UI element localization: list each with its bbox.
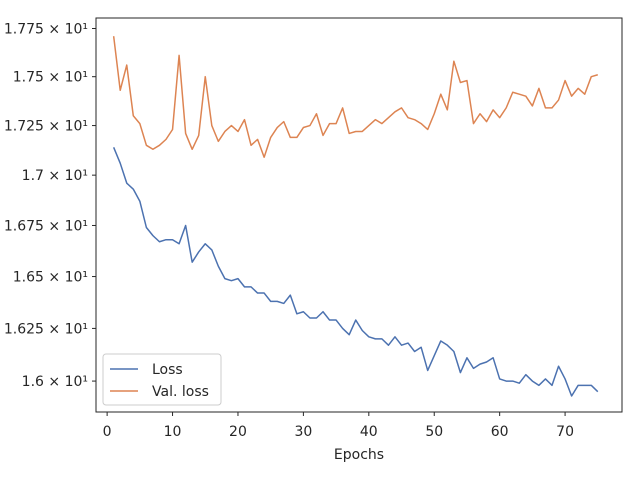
series-line-val-loss xyxy=(112,36,599,158)
legend: Loss Val. loss xyxy=(102,353,222,406)
x-tick-label: 50 xyxy=(425,424,443,440)
x-tick-label: 20 xyxy=(229,424,247,440)
y-tick-label: 1.7 × 10¹ xyxy=(22,168,88,184)
y-tick-label: 1.65 × 10¹ xyxy=(13,270,88,286)
series-line-loss xyxy=(112,147,599,397)
x-axis-label: Epochs xyxy=(334,447,384,463)
x-tick-label: 40 xyxy=(360,424,378,440)
y-tick-label: 1.675 × 10¹ xyxy=(4,218,88,234)
plot-frame xyxy=(95,17,623,413)
x-tick-label: 70 xyxy=(556,424,574,440)
legend-label-loss: Loss xyxy=(152,362,183,378)
legend-label-val-loss: Val. loss xyxy=(152,384,209,400)
x-tick-label: 10 xyxy=(164,424,182,440)
plot-lines xyxy=(112,36,599,397)
y-axis: 1.6 × 10¹ 1.625 × 10¹ 1.65 × 10¹ 1.675 × 10… xyxy=(4,22,96,390)
x-axis: 0 10 20 30 40 50 60 70 xyxy=(103,412,574,440)
y-tick-label: 1.6 × 10¹ xyxy=(22,374,88,390)
y-tick-label: 1.625 × 10¹ xyxy=(4,321,88,337)
x-tick-label: 0 xyxy=(103,424,112,440)
y-tick-label: 1.725 × 10¹ xyxy=(4,119,88,135)
y-tick-label: 1.75 × 10¹ xyxy=(13,70,88,86)
legend-box xyxy=(102,353,222,406)
x-tick-label: 60 xyxy=(491,424,509,440)
x-tick-label: 30 xyxy=(294,424,312,440)
y-tick-label: 1.775 × 10¹ xyxy=(4,22,88,38)
